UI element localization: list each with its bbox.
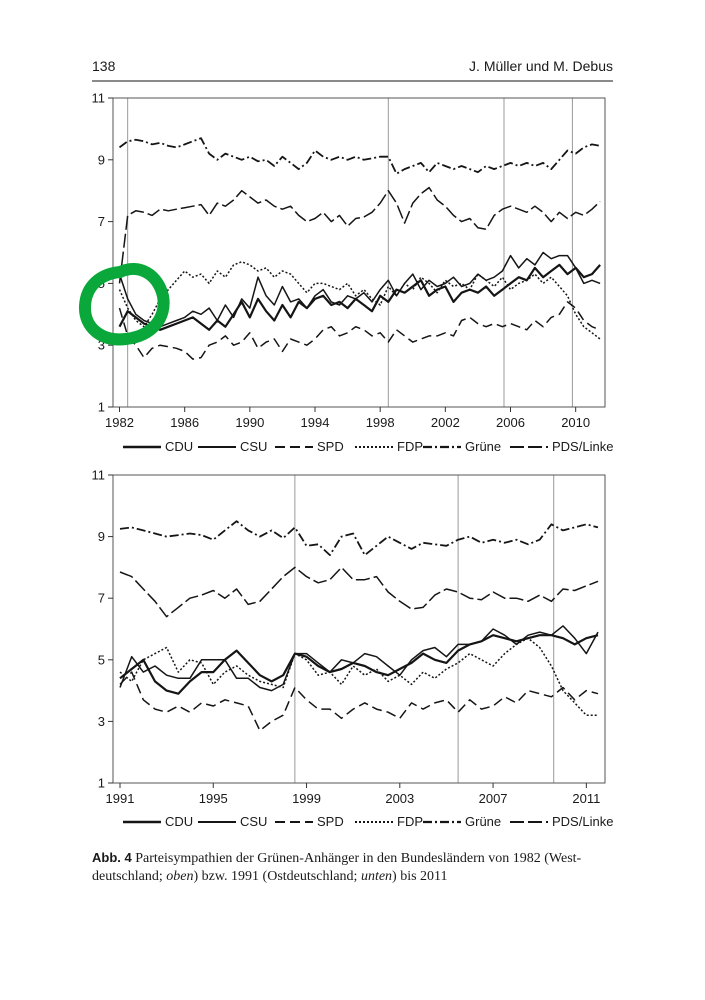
y-tick-label: 1	[98, 776, 105, 791]
caption-italic-1: oben	[166, 869, 194, 884]
legend-label: Grüne	[465, 814, 501, 829]
y-tick-label: 11	[92, 91, 106, 106]
legend-label: CDU	[165, 814, 193, 829]
y-tick-label: 9	[98, 152, 105, 167]
legend-label: PDS/Linke	[552, 814, 613, 829]
x-tick-label: 2007	[479, 791, 508, 806]
caption-text-3: ) bis 2011	[392, 869, 448, 884]
legend-label: Grüne	[465, 439, 501, 454]
x-tick-label: 2006	[496, 415, 525, 430]
page-number: 138	[92, 58, 116, 74]
series-line-csu	[118, 251, 601, 328]
caption-text-2: ) bzw. 1991 (Ostdeutschland;	[193, 869, 361, 884]
x-tick-label: 1998	[366, 415, 395, 430]
figure-caption: Abb. 4 Parteisympathien der Grünen-Anhän…	[92, 849, 614, 886]
legend-label: CSU	[240, 814, 267, 829]
y-tick-label: 3	[98, 714, 105, 729]
legend-label: FDP	[397, 814, 423, 829]
legend-label: PDS/Linke	[552, 439, 613, 454]
series-line-pdslinke	[119, 566, 599, 618]
series-line-fdp	[118, 261, 601, 340]
x-tick-label: 1995	[199, 791, 228, 806]
x-tick-label: 1990	[235, 415, 264, 430]
chart-panel-2: 1 3 5 7 9 11 1991 1995 1999 2003 2007 2011 CDU CSU SPD…	[92, 468, 614, 830]
x-tick-label: 1999	[292, 791, 321, 806]
x-tick-label: 2010	[561, 415, 590, 430]
caption-label: Abb. 4	[92, 850, 132, 865]
series-line-spd	[119, 671, 599, 732]
x-tick-label: 2002	[431, 415, 460, 430]
header-rule	[92, 80, 613, 82]
x-tick-label: 2011	[572, 791, 600, 806]
plot-frame	[112, 97, 606, 408]
x-tick-label: 1982	[105, 415, 134, 430]
y-tick-label: 7	[98, 214, 105, 229]
y-tick-label: 3	[98, 338, 105, 353]
x-tick-label: 1994	[301, 415, 330, 430]
y-tick-label: 9	[98, 529, 105, 544]
y-tick-label: 11	[92, 468, 106, 483]
running-head: J. Müller und M. Debus	[469, 58, 613, 74]
series-line-spd	[118, 301, 601, 360]
legend-label: CSU	[240, 439, 267, 454]
x-tick-label: 1991	[106, 791, 135, 806]
series-line-cdu	[119, 634, 599, 695]
series-line-cdu	[118, 263, 601, 331]
caption-text-1: Parteisympathien der Grünen-Anhänger in …	[92, 851, 582, 884]
x-tick-label: 1986	[170, 415, 199, 430]
annotation-circle	[79, 263, 170, 346]
series-line-grne	[118, 137, 601, 175]
legend-label: FDP	[397, 439, 423, 454]
series-line-grne	[119, 520, 599, 556]
series-line-pdslinke	[118, 186, 601, 284]
x-tick-label: 2003	[385, 791, 414, 806]
series-line-fdp	[119, 637, 598, 716]
y-tick-label: 7	[98, 591, 105, 606]
legend-label: SPD	[317, 814, 344, 829]
plot-frame	[112, 474, 606, 784]
y-tick-label: 5	[98, 652, 105, 667]
legend-label: SPD	[317, 439, 344, 454]
caption-italic-2: unten	[360, 869, 393, 884]
y-tick-label: 1	[98, 400, 105, 415]
legend-label: CDU	[165, 439, 193, 454]
